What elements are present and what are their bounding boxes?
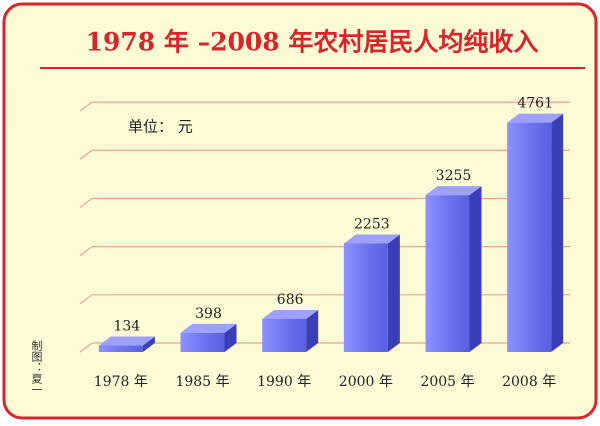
bar [343, 243, 388, 352]
credit: 制图：夏一 [30, 340, 43, 395]
x-tick-label: 2005 年 [420, 374, 474, 390]
x-tick-label: 1990 年 [257, 374, 311, 390]
bar-top [262, 309, 319, 319]
data-label: 3255 [436, 168, 472, 184]
bar-top [343, 234, 400, 244]
bar-side [469, 186, 482, 352]
bar-side [142, 336, 155, 352]
data-label: 2253 [354, 216, 390, 232]
grid-edge [79, 197, 93, 208]
grid-edge [79, 101, 93, 112]
bar-top [425, 186, 482, 196]
data-label: 134 [113, 319, 140, 335]
chart-title: 1978 年 –2008 年农村居民人均纯收入 [86, 28, 539, 57]
bar-top [507, 113, 564, 123]
bar [262, 318, 307, 352]
bar-side [387, 234, 400, 352]
bar-side [306, 309, 319, 352]
bar [180, 332, 225, 352]
grid-edge [79, 149, 93, 160]
bar [98, 345, 143, 352]
data-label: 686 [277, 292, 304, 308]
bar-top [98, 336, 155, 346]
bar [425, 195, 470, 352]
grid-edge [79, 294, 93, 305]
bar-side [224, 323, 237, 352]
grid-edge [79, 342, 93, 353]
bar-top [180, 323, 237, 333]
data-label: 4761 [517, 96, 553, 112]
x-tick-label: 1985 年 [175, 374, 229, 390]
bar [507, 122, 552, 353]
data-label: 398 [195, 306, 222, 322]
x-tick-label: 2000 年 [339, 374, 393, 390]
grid-edge [79, 246, 93, 257]
x-tick-label: 2008 年 [502, 374, 556, 390]
x-tick-label: 1978 年 [94, 374, 148, 390]
unit-note: 单位： 元 [128, 118, 193, 136]
bar-side [551, 113, 564, 353]
